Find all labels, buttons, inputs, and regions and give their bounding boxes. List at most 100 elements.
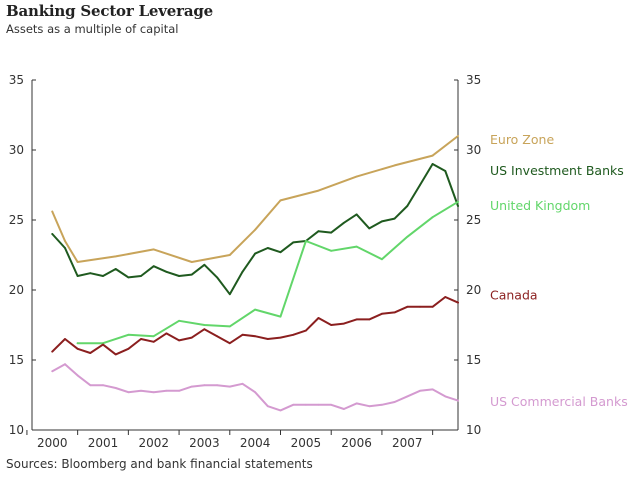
x-tick-label: 2002: [138, 436, 169, 450]
data-point-us-commercial-banks: [419, 389, 421, 392]
data-point-euro-zone: [254, 228, 256, 231]
data-point-us-investment-banks: [444, 170, 447, 172]
data-point-euro-zone: [114, 255, 117, 258]
data-point-us-investment-banks: [254, 252, 256, 255]
data-point-canada: [89, 352, 92, 354]
data-point-us-investment-banks: [419, 184, 421, 186]
data-point-us-investment-banks: [178, 275, 181, 277]
data-point-us-commercial-banks: [292, 403, 295, 406]
data-point-us-commercial-banks: [431, 388, 434, 391]
data-point-euro-zone: [317, 189, 320, 192]
data-point-us-investment-banks: [102, 275, 104, 277]
legend-label-us-investment-banks: US Investment Banks: [490, 163, 624, 178]
x-tick-label: 2004: [240, 436, 271, 450]
data-point-us-commercial-banks: [279, 409, 282, 412]
data-point-us-investment-banks: [216, 276, 219, 279]
data-point-us-investment-banks: [292, 241, 295, 244]
data-point-united-kingdom: [254, 308, 256, 311]
data-point-united-kingdom: [305, 240, 307, 242]
x-tick-label: 2001: [88, 436, 119, 450]
data-point-euro-zone: [279, 199, 282, 202]
chart-title: Banking Sector Leverage: [6, 2, 213, 20]
data-point-canada: [330, 324, 333, 326]
data-point-us-investment-banks: [190, 273, 193, 276]
data-point-us-commercial-banks: [406, 395, 409, 398]
data-point-us-investment-banks: [203, 263, 206, 266]
y-tick-label-right: 35: [466, 73, 481, 87]
data-point-us-commercial-banks: [203, 384, 206, 387]
data-point-euro-zone: [64, 240, 66, 242]
data-point-us-commercial-banks: [228, 385, 231, 388]
data-point-canada: [228, 342, 231, 345]
data-point-canada: [178, 339, 181, 342]
data-point-united-kingdom: [406, 235, 409, 238]
data-point-us-commercial-banks: [178, 389, 181, 392]
data-point-euro-zone: [190, 261, 193, 263]
data-point-us-commercial-banks: [241, 382, 244, 385]
y-tick-label-left: 15: [9, 353, 24, 367]
data-point-euro-zone: [51, 210, 54, 213]
data-point-united-kingdom: [102, 342, 104, 345]
y-tick-label-left: 25: [9, 213, 24, 227]
data-point-us-investment-banks: [317, 230, 320, 233]
data-point-us-commercial-banks: [266, 405, 269, 408]
y-tick-label-right: 15: [466, 353, 481, 367]
data-point-canada: [266, 338, 269, 340]
data-point-us-commercial-banks: [114, 387, 117, 389]
data-point-us-investment-banks: [64, 247, 66, 249]
data-point-us-commercial-banks: [317, 403, 320, 406]
source-note: Sources: Bloomberg and bank financial st…: [6, 457, 313, 471]
data-point-us-investment-banks: [368, 227, 371, 230]
data-point-euro-zone: [76, 261, 79, 263]
data-point-us-commercial-banks: [64, 363, 66, 366]
data-point-canada: [305, 329, 307, 332]
data-point-canada: [355, 318, 358, 321]
chart-subtitle: Assets as a multiple of capital: [6, 22, 179, 36]
x-tick-label: 2003: [189, 436, 220, 450]
series-line-united-kingdom: [76, 200, 459, 345]
x-tick-label: 2006: [341, 436, 372, 450]
data-point-united-kingdom: [203, 324, 206, 326]
series-line-us-commercial-banks: [51, 363, 459, 412]
series-line-euro-zone: [51, 135, 459, 263]
y-tick-label-right: 25: [466, 213, 481, 227]
data-point-canada: [241, 333, 244, 336]
data-point-canada: [343, 322, 345, 325]
data-point-us-commercial-banks: [457, 399, 459, 402]
data-point-euro-zone: [457, 135, 459, 137]
x-tick-label: 2007: [392, 436, 423, 450]
data-point-us-commercial-banks: [305, 403, 307, 406]
data-point-us-commercial-banks: [393, 401, 396, 403]
data-point-canada: [457, 301, 459, 304]
legend-label-united-kingdom: United Kingdom: [490, 198, 590, 213]
data-point-canada: [190, 336, 193, 339]
data-point-us-commercial-banks: [381, 403, 383, 406]
data-point-us-commercial-banks: [102, 384, 104, 387]
data-point-us-investment-banks: [114, 268, 117, 270]
data-point-us-commercial-banks: [76, 374, 79, 377]
data-point-us-investment-banks: [355, 213, 358, 216]
data-point-canada: [393, 311, 396, 314]
data-point-canada: [76, 347, 79, 350]
data-point-euro-zone: [355, 175, 358, 178]
data-point-us-investment-banks: [457, 205, 459, 207]
x-tick-label: 2000: [37, 436, 68, 450]
y-tick-label-right: 30: [466, 143, 481, 157]
data-point-us-investment-banks: [431, 163, 434, 165]
data-point-canada: [381, 312, 383, 315]
data-point-us-investment-banks: [127, 276, 130, 279]
data-point-us-commercial-banks: [355, 402, 358, 405]
data-point-euro-zone: [152, 248, 155, 251]
y-tick-label-right: 20: [466, 283, 481, 297]
legend-label-us-commercial-banks: US Commercial Banks: [490, 394, 628, 409]
data-point-canada: [127, 347, 130, 350]
data-point-united-kingdom: [355, 245, 358, 248]
data-point-us-investment-banks: [89, 272, 92, 275]
data-point-us-commercial-banks: [444, 395, 447, 398]
data-point-us-commercial-banks: [343, 408, 345, 410]
data-point-united-kingdom: [152, 335, 155, 338]
data-point-us-commercial-banks: [216, 384, 219, 387]
data-point-canada: [165, 332, 168, 335]
data-point-us-investment-banks: [330, 231, 333, 234]
data-point-united-kingdom: [228, 325, 231, 328]
